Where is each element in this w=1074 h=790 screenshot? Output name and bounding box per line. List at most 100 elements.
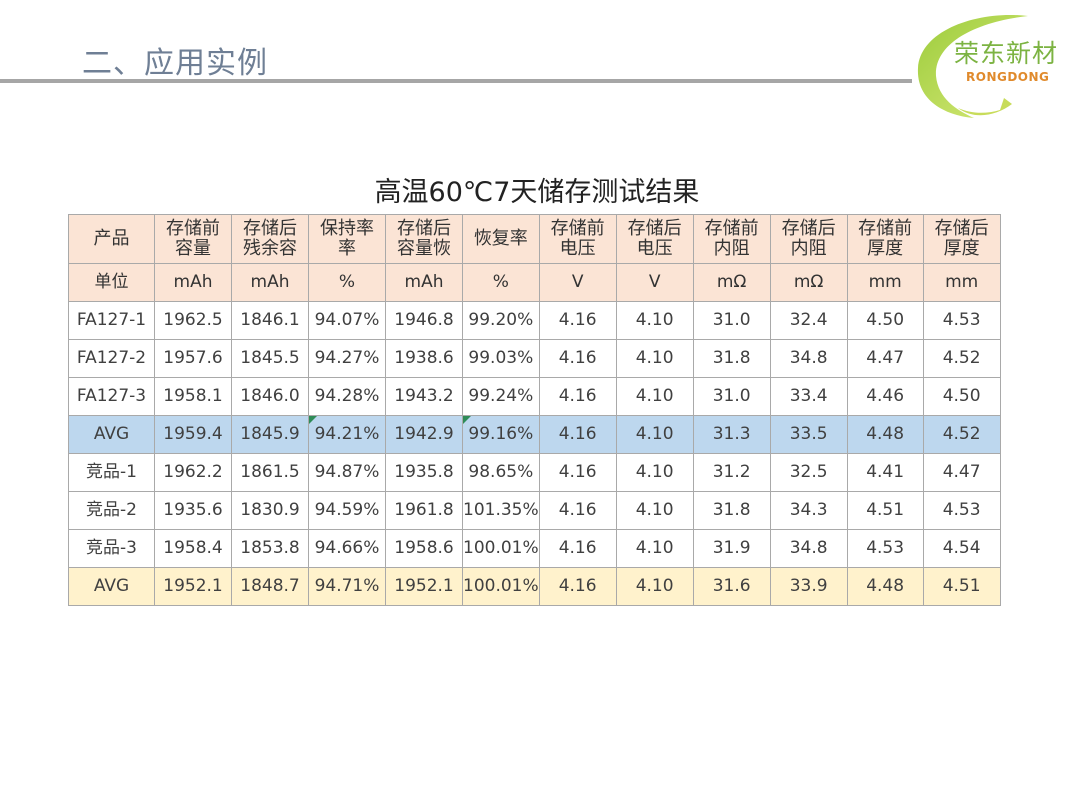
table-cell: 存储后 容量恢 [385, 214, 463, 264]
table-cell: 99.03% [462, 339, 540, 378]
table-cell: 1830.9 [231, 491, 309, 530]
table-cell: 34.8 [769, 529, 848, 568]
table-cell: 31.3 [692, 415, 771, 454]
table-cell: 4.51 [846, 491, 924, 530]
header-rule [0, 79, 912, 83]
row-label-cell: AVG [68, 567, 155, 606]
table-cell: mAh [231, 263, 309, 302]
table-avg-row: AVG 1952.1 1848.7 94.71% 1952.1 100.01% 4.16 4.… [68, 567, 1001, 606]
table-cell: 1935.8 [385, 453, 463, 492]
table-title: 高温60℃7天储存测试结果 [374, 177, 700, 208]
table-cell: 4.54 [922, 529, 1001, 568]
table-row: FA127-3 1958.1 1846.0 94.28% 1943.2 99.24% 4.1… [68, 377, 1001, 416]
table-cell: 4.50 [846, 301, 924, 340]
table-cell: 1958.1 [154, 377, 232, 416]
table-cell: 94.71% [308, 567, 386, 606]
table-cell: 100.01% [462, 529, 540, 568]
row-label-cell: 单位 [68, 263, 155, 302]
row-label-cell: 产品 [68, 214, 155, 264]
table-cell: 34.3 [769, 491, 848, 530]
table-cell: 94.87% [308, 453, 386, 492]
table-cell: 94.66% [308, 529, 386, 568]
table-cell: 4.10 [615, 529, 694, 568]
company-logo: 荣东新材 RONGDONG [908, 12, 1068, 122]
table-cell: 1846.1 [231, 301, 309, 340]
table-cell: 4.10 [615, 567, 694, 606]
table-cell: 4.10 [615, 339, 694, 378]
table-cell: 1846.0 [231, 377, 309, 416]
table-cell: 1861.5 [231, 453, 309, 492]
table-cell: 4.16 [538, 453, 617, 492]
table-cell: 1952.1 [385, 567, 463, 606]
table-cell: 1935.6 [154, 491, 232, 530]
table-cell: mAh [154, 263, 232, 302]
table-cell: 4.48 [846, 567, 924, 606]
table-cell: 存储后 厚度 [922, 214, 1001, 264]
table-cell: 4.47 [846, 339, 924, 378]
row-label-cell: 竞品-3 [68, 529, 155, 568]
table-cell: 1943.2 [385, 377, 463, 416]
table-cell: 4.16 [538, 567, 617, 606]
table-cell: mΩ [769, 263, 848, 302]
table-cell: 1845.9 [231, 415, 309, 454]
table-cell: 保持率 率 [308, 214, 386, 264]
table-cell: 31.8 [692, 339, 771, 378]
table-cell: 99.20% [462, 301, 540, 340]
table-cell: 1957.6 [154, 339, 232, 378]
table-cell: 1959.4 [154, 415, 232, 454]
table-cell: 4.10 [615, 491, 694, 530]
table-cell: 1962.2 [154, 453, 232, 492]
row-label-cell: 竞品-2 [68, 491, 155, 530]
table-cell: 4.10 [615, 301, 694, 340]
table-cell: 存储前 容量 [154, 214, 232, 264]
table-cell: 4.41 [846, 453, 924, 492]
table-cell: 恢复率 [462, 214, 540, 264]
table-cell: 1853.8 [231, 529, 309, 568]
table-cell: 4.50 [922, 377, 1001, 416]
table-cell: 4.16 [538, 301, 617, 340]
table-cell: 1958.4 [154, 529, 232, 568]
slide-title: 二、应用实例 [82, 46, 268, 81]
table-cell: 4.52 [922, 339, 1001, 378]
table-cell: 4.16 [538, 491, 617, 530]
table-cell: 31.8 [692, 491, 771, 530]
table-row: FA127-1 1962.5 1846.1 94.07% 1946.8 99.20% 4.1… [68, 301, 1001, 340]
table-cell: 4.47 [922, 453, 1001, 492]
table-cell: 32.4 [769, 301, 848, 340]
table-cell: 1961.8 [385, 491, 463, 530]
table-cell: 1942.9 [385, 415, 463, 454]
table-cell: 94.28% [308, 377, 386, 416]
table-cell: 32.5 [769, 453, 848, 492]
table-cell: 4.16 [538, 377, 617, 416]
table-cell: 94.59% [308, 491, 386, 530]
results-table: 产品 存储前 容量 存储后 残余容 保持率 率存储后 容量恢 恢复率 存储前 电压 存储后 … [68, 214, 1001, 606]
row-label-cell: 竞品-1 [68, 453, 155, 492]
table-cell: 33.5 [769, 415, 848, 454]
logo-name-en: RONGDONG [966, 70, 1050, 84]
table-cell: 99.16% [462, 415, 540, 454]
table-cell: 99.24% [462, 377, 540, 416]
table-cell: 4.53 [922, 491, 1001, 530]
table-cell: mm [922, 263, 1001, 302]
table-cell: 33.9 [769, 567, 848, 606]
table-cell: % [462, 263, 540, 302]
table-cell: V [615, 263, 694, 302]
table-row: FA127-2 1957.6 1845.5 94.27% 1938.6 99.03% 4.1… [68, 339, 1001, 378]
logo-swoosh-icon [917, 14, 1028, 118]
table-cell: 1845.5 [231, 339, 309, 378]
table-cell: 4.10 [615, 415, 694, 454]
table-cell: 98.65% [462, 453, 540, 492]
logo-name-cn: 荣东新材 [954, 39, 1059, 68]
table-cell: 4.46 [846, 377, 924, 416]
table-cell: 4.52 [922, 415, 1001, 454]
table-cell: 33.4 [769, 377, 848, 416]
table-cell: 1848.7 [231, 567, 309, 606]
table-avg-row: AVG 1959.4 1845.9 94.21% 1942.9 99.16% 4.16 4.1… [68, 415, 1001, 454]
table-cell: 1946.8 [385, 301, 463, 340]
table-cell: 4.48 [846, 415, 924, 454]
table-cell: 1952.1 [154, 567, 232, 606]
table-cell: 1962.5 [154, 301, 232, 340]
table-cell: 存储后 残余容 [231, 214, 309, 264]
table-cell: 4.53 [846, 529, 924, 568]
